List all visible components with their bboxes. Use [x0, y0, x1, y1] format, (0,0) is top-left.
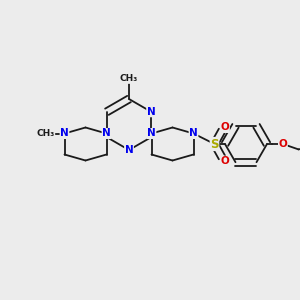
Text: N: N [124, 145, 134, 155]
Text: S: S [210, 137, 219, 151]
Text: N: N [147, 128, 156, 139]
Text: O: O [220, 156, 230, 166]
Text: CH₃: CH₃ [120, 74, 138, 83]
Text: O: O [278, 139, 287, 149]
Text: N: N [60, 128, 69, 139]
Text: N: N [102, 128, 111, 139]
Text: N: N [147, 107, 155, 117]
Text: N: N [189, 128, 198, 139]
Text: CH₃: CH₃ [37, 129, 55, 138]
Text: O: O [220, 122, 230, 133]
